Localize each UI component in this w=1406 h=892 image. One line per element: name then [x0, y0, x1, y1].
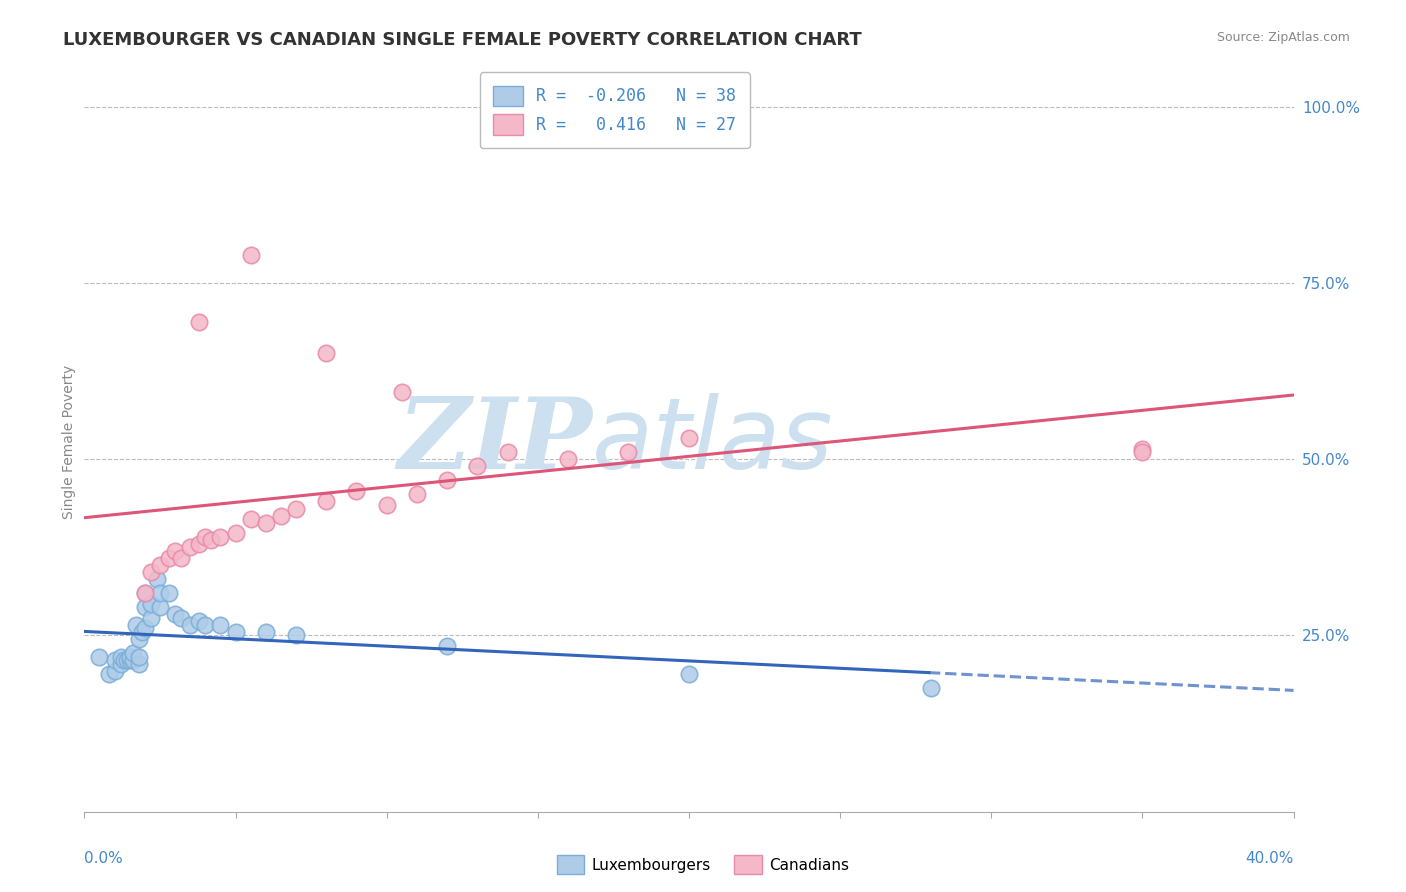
Point [118, 649, 141, 664]
Point [239, 248, 262, 262]
Point [496, 445, 519, 459]
Point [678, 431, 700, 445]
Point [139, 597, 162, 611]
Point [134, 621, 156, 635]
Point [118, 653, 141, 667]
Point [125, 618, 148, 632]
Point [165, 607, 187, 622]
Point [146, 572, 169, 586]
Point [112, 653, 135, 667]
Point [346, 483, 368, 498]
Point [179, 618, 201, 632]
Text: 40.0%: 40.0% [1246, 851, 1294, 865]
Point [239, 512, 262, 526]
Point [104, 664, 127, 678]
Point [115, 653, 138, 667]
Point [188, 615, 211, 629]
Point [557, 452, 579, 467]
Point [121, 646, 143, 660]
Point [1130, 445, 1153, 459]
Point [149, 586, 172, 600]
Point [157, 586, 180, 600]
Point [134, 600, 156, 615]
Point [254, 624, 277, 639]
Text: 0.0%: 0.0% [84, 851, 124, 865]
Point [149, 600, 172, 615]
Point [128, 657, 150, 671]
Point [200, 533, 222, 548]
Point [1130, 442, 1153, 456]
Point [467, 459, 489, 474]
Point [179, 541, 201, 555]
Point [170, 550, 193, 565]
Legend: R =  -0.206   N = 38, R =   0.416   N = 27: R = -0.206 N = 38, R = 0.416 N = 27 [479, 72, 749, 148]
Text: atlas: atlas [592, 393, 834, 490]
Point [170, 611, 193, 625]
Point [188, 537, 211, 551]
Point [165, 544, 187, 558]
Y-axis label: Single Female Poverty: Single Female Poverty [62, 365, 76, 518]
Point [254, 516, 277, 530]
Point [194, 530, 217, 544]
Point [225, 526, 247, 541]
Point [315, 346, 337, 360]
Point [209, 530, 232, 544]
Point [121, 653, 143, 667]
Point [436, 473, 458, 487]
Point [89, 649, 111, 664]
Point [134, 586, 156, 600]
Point [157, 550, 180, 565]
Point [285, 628, 308, 642]
Point [134, 586, 156, 600]
Point [225, 624, 247, 639]
Point [209, 618, 232, 632]
Point [436, 639, 458, 653]
Point [110, 649, 132, 664]
Text: LUXEMBOURGER VS CANADIAN SINGLE FEMALE POVERTY CORRELATION CHART: LUXEMBOURGER VS CANADIAN SINGLE FEMALE P… [63, 31, 862, 49]
Point [315, 494, 337, 508]
Point [270, 508, 292, 523]
Point [188, 315, 211, 329]
Point [139, 611, 162, 625]
Text: Source: ZipAtlas.com: Source: ZipAtlas.com [1216, 31, 1350, 45]
Point [128, 632, 150, 646]
Point [149, 558, 172, 572]
Point [285, 501, 308, 516]
Text: ZIP: ZIP [398, 393, 592, 490]
Point [617, 445, 640, 459]
Point [131, 624, 153, 639]
Point [391, 385, 413, 400]
Point [375, 498, 398, 512]
Point [678, 667, 700, 681]
Legend: Luxembourgers, Canadians: Luxembourgers, Canadians [551, 849, 855, 880]
Point [920, 681, 942, 696]
Point [104, 653, 127, 667]
Point [139, 565, 162, 579]
Point [97, 667, 120, 681]
Point [110, 657, 132, 671]
Point [406, 487, 429, 501]
Point [194, 618, 217, 632]
Point [128, 649, 150, 664]
